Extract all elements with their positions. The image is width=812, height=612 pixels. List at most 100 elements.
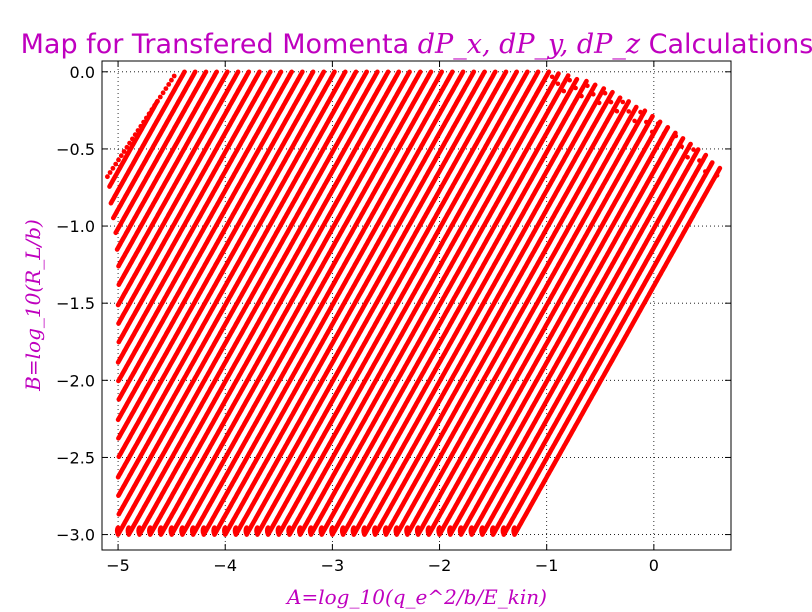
data-point [685, 155, 690, 160]
data-streak [405, 108, 648, 537]
data-point [264, 525, 272, 537]
data-point [147, 525, 154, 537]
data-point [393, 525, 400, 537]
data-point [135, 128, 141, 133]
data-point [691, 147, 696, 152]
data-point [113, 161, 119, 167]
data-point [152, 103, 158, 108]
chart-title-math: dP_x, dP_y, dP_z [418, 29, 641, 60]
points-layer [105, 69, 723, 537]
data-point [286, 525, 293, 537]
y-tick-label: −1.0 [56, 217, 95, 236]
data-point [124, 144, 130, 150]
data-point [591, 92, 596, 97]
x-tick-label: 0 [649, 556, 659, 575]
data-point [447, 525, 454, 537]
data-streak [458, 136, 686, 537]
data-point [673, 133, 679, 139]
data-streak [116, 69, 305, 402]
data-point [457, 525, 465, 537]
data-point [130, 136, 135, 142]
data-streak [340, 82, 598, 537]
data-point [404, 525, 411, 537]
data-point [596, 100, 602, 106]
data-streak [115, 69, 380, 537]
y-axis-label: B=log_10(R_L/b) [21, 219, 45, 392]
data-point [436, 525, 443, 537]
data-streak [169, 69, 434, 537]
data-streak [108, 69, 187, 206]
data-point [114, 525, 122, 537]
data-point [243, 525, 250, 537]
data-streak [490, 152, 709, 537]
data-point [138, 123, 144, 129]
data-streak [415, 113, 655, 537]
data-point [232, 525, 240, 537]
data-streak [255, 69, 519, 537]
data-streak [158, 69, 423, 537]
data-streak [115, 69, 316, 423]
data-point [254, 525, 261, 537]
data-point [708, 161, 714, 167]
data-point [602, 90, 608, 96]
data-point [275, 525, 282, 537]
x-tick-label: −5 [106, 556, 130, 575]
data-point [116, 157, 121, 163]
x-tick-label: −3 [321, 556, 345, 575]
data-streak [201, 69, 466, 537]
data-point [561, 88, 567, 94]
data-point [382, 525, 390, 537]
data-streak [212, 69, 477, 537]
data-streak [222, 69, 487, 537]
data-point [157, 94, 163, 100]
data-point [144, 115, 149, 121]
data-streak [116, 69, 262, 326]
data-point [511, 525, 518, 537]
data-point [479, 525, 486, 537]
data-streak [137, 69, 402, 537]
data-point [157, 525, 165, 537]
data-streak [276, 69, 541, 537]
data-point [329, 525, 336, 537]
data-streak [244, 69, 509, 537]
data-point [555, 81, 561, 87]
data-point [121, 149, 127, 154]
data-point [667, 141, 673, 147]
data-streak [116, 69, 294, 384]
data-streak [394, 104, 639, 537]
y-tick-label: −2.5 [56, 448, 95, 467]
chart-title-prefix: Map for Transfered Momenta [21, 29, 418, 60]
data-streak [383, 99, 631, 537]
data-streak [448, 130, 678, 537]
data-point [168, 525, 175, 537]
data-point [200, 525, 207, 537]
data-streak [116, 69, 327, 441]
data-point [118, 153, 124, 159]
data-streak [113, 69, 209, 236]
data-streak [265, 69, 530, 537]
data-streak [116, 69, 241, 287]
y-tick-label: −3.0 [56, 526, 95, 545]
data-point [171, 73, 177, 79]
data-point [649, 129, 655, 135]
data-point [579, 93, 584, 99]
data-streak [147, 69, 412, 537]
data-streak [501, 160, 715, 537]
data-streak [480, 147, 701, 537]
y-tick-label: −0.5 [56, 140, 95, 159]
data-point [468, 525, 475, 537]
data-streak [114, 69, 219, 252]
data-point [620, 99, 626, 105]
data-streak [116, 69, 273, 345]
data-streak [115, 69, 284, 365]
y-tick-label: 0.0 [70, 63, 95, 82]
data-point [614, 108, 620, 114]
data-streak [116, 69, 359, 498]
data-streak [116, 69, 369, 517]
data-point [107, 170, 113, 175]
data-streak [362, 89, 615, 537]
data-point [372, 525, 379, 537]
data-streak [426, 119, 663, 537]
x-tick-label: −2 [428, 556, 452, 575]
data-point [361, 525, 368, 537]
